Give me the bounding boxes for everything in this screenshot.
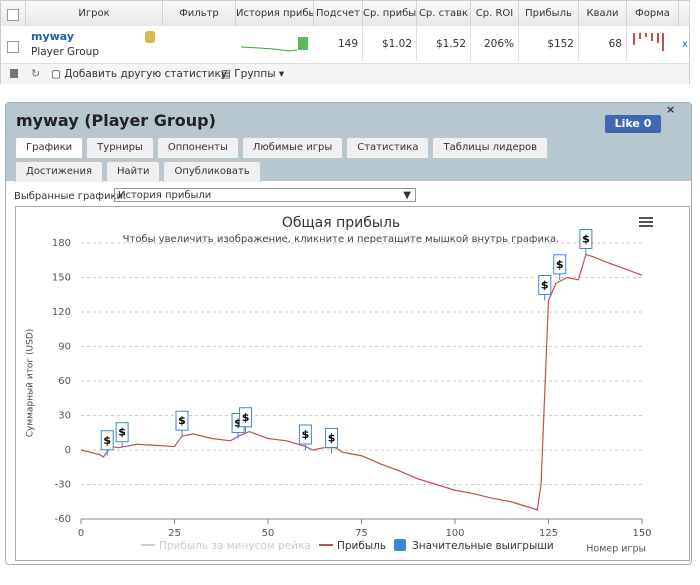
win-flag <box>100 430 114 451</box>
legend-symbol <box>394 539 406 551</box>
table-cell: 149 <box>314 27 363 61</box>
checkbox[interactable] <box>7 41 19 53</box>
win-flag-label: $ <box>178 414 186 427</box>
y-tick-label: 150 <box>52 273 71 284</box>
win-flag <box>115 422 129 443</box>
header-cell: Ср. прибы <box>363 1 417 26</box>
tab[interactable]: Статистика <box>346 137 430 158</box>
win-flag-label: $ <box>242 411 250 424</box>
win-flag <box>325 427 339 448</box>
table-cell: 68 <box>579 27 627 61</box>
header-cell: Прибыль <box>519 1 579 26</box>
win-flag <box>538 275 552 295</box>
y-tick-label: -30 <box>55 480 71 491</box>
y-tick-label: 180 <box>52 238 71 249</box>
header-cell: Подсчет <box>314 1 363 26</box>
win-flag <box>175 410 189 431</box>
tab[interactable]: Таблицы лидеров <box>432 137 548 158</box>
y-tick-label: 60 <box>58 376 71 387</box>
header-cell <box>679 1 690 26</box>
win-flag-label: $ <box>103 434 111 447</box>
panel-close[interactable]: × <box>666 103 676 116</box>
trash-icon[interactable] <box>10 69 18 78</box>
x-tick-label: 0 <box>78 528 84 539</box>
panel-title: myway (Player Group) <box>16 111 216 130</box>
groups-menu[interactable]: ▤ Группы ▾ <box>221 68 285 80</box>
x-tick-label: 100 <box>445 528 464 539</box>
header-cell: Ср. ставк <box>417 1 471 26</box>
x-axis-label: Номер игры <box>586 544 646 555</box>
chart: Общая прибыль Чтобы увеличить изображени… <box>15 206 690 561</box>
y-axis-label: Суммарный итог (USD) <box>26 329 36 438</box>
tab[interactable]: Любимые игры <box>241 137 344 158</box>
y-tick-label: 0 <box>65 445 71 456</box>
y-tick-label: -60 <box>55 514 71 525</box>
sparkline-bar <box>298 37 308 50</box>
y-tick-label: 120 <box>52 307 71 318</box>
win-flag <box>579 229 593 249</box>
y-tick-label: 90 <box>58 342 71 353</box>
tab[interactable]: Опубликовать <box>163 161 261 182</box>
checkbox[interactable] <box>7 9 19 21</box>
chart-title: Общая прибыль <box>282 215 400 231</box>
win-flag-label: $ <box>328 431 336 444</box>
x-tick-label: 125 <box>539 528 558 539</box>
x-tick-label: 25 <box>168 528 181 539</box>
header-cell: Форма <box>627 1 679 26</box>
tab[interactable]: Достижения <box>15 161 103 182</box>
menu-icon[interactable] <box>639 217 653 227</box>
sparkline-line <box>240 46 298 52</box>
like-button[interactable]: Like 0 <box>605 115 661 133</box>
table-cell: $152 <box>519 27 579 61</box>
tab[interactable]: Оппоненты <box>156 137 239 158</box>
player-group: Player Group <box>31 46 99 58</box>
sparkline <box>240 37 308 52</box>
win-flag <box>298 424 312 445</box>
header-cell: Фильтр <box>163 1 236 26</box>
tab[interactable]: Турниры <box>86 137 154 158</box>
win-flag-label: $ <box>302 428 310 441</box>
header-cell: Ср. ROI <box>471 1 519 26</box>
header-cell: Игрок <box>26 1 163 26</box>
table-cell: 206% <box>471 27 519 61</box>
legend-label: Значительные выигрыши <box>412 540 554 552</box>
win-flag-label: $ <box>582 233 590 246</box>
header-cell: История прибы <box>236 1 314 26</box>
toolbar: ↻ ▢ Добавить другую статистику ▤ Группы … <box>1 63 689 84</box>
add-stats-label: Добавить другую статистику <box>64 68 228 80</box>
add-stats[interactable]: ▢ Добавить другую статистику <box>51 68 228 80</box>
close-link[interactable]: x <box>682 39 688 50</box>
refresh-icon[interactable]: ↻ <box>31 67 41 80</box>
chart-select[interactable]: История прибыли ▼ <box>114 188 416 202</box>
icon <box>145 31 155 43</box>
x-tick-label: 150 <box>632 528 651 539</box>
select-label: Выбранные графики: <box>14 191 127 202</box>
legend-label: Прибыль за минусом рейка <box>159 540 311 552</box>
chart-subtitle: Чтобы увеличить изображение, кликните и … <box>123 234 560 245</box>
win-flag-label: $ <box>541 279 549 292</box>
select-value: История прибыли <box>118 190 212 201</box>
tab[interactable]: Найти <box>105 161 161 182</box>
tabs: Графики Турниры Оппоненты Любимые игры Стати… <box>15 137 605 182</box>
tab[interactable]: Графики <box>15 137 84 158</box>
groups-label: Группы <box>234 68 276 80</box>
profit-line <box>80 253 643 511</box>
y-tick-label: 30 <box>58 411 71 422</box>
win-flag <box>553 254 567 275</box>
stats-table: Игрок Фильтр История прибы Подсчет Ср. прибы… <box>0 0 690 84</box>
win-flag-label: $ <box>556 258 564 271</box>
win-flag-label: $ <box>118 426 126 439</box>
table-cell: $1.52 <box>417 27 471 61</box>
legend-label: Прибыль <box>337 540 386 552</box>
table-cell: $1.02 <box>363 27 417 61</box>
form-bars <box>633 33 664 51</box>
win-flag <box>239 407 253 428</box>
win-flag-label: $ <box>234 417 242 430</box>
player-link[interactable]: myway <box>31 30 75 43</box>
player-panel: myway (Player Group) Like 0 × Графики Тур… <box>5 102 692 565</box>
header-cell: Квали <box>579 1 627 26</box>
x-tick-label: 75 <box>355 528 368 539</box>
x-tick-label: 50 <box>262 528 275 539</box>
